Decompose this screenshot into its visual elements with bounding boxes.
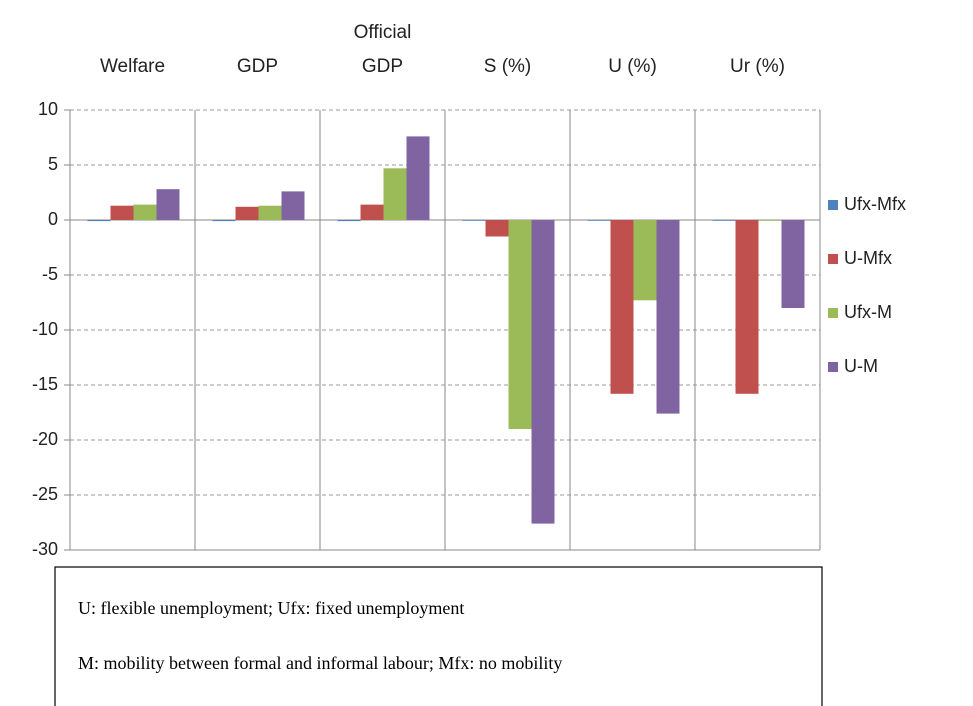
category-label: S (%) xyxy=(483,56,532,77)
bar xyxy=(110,205,134,220)
category-label: Ur (%) xyxy=(730,56,785,77)
category-label: GDP xyxy=(236,56,279,77)
category-label: Official GDP xyxy=(353,22,412,77)
bar xyxy=(258,205,282,220)
bar xyxy=(485,220,509,237)
y-tick-label: 10 xyxy=(38,99,58,119)
bar xyxy=(156,189,180,220)
bar xyxy=(735,220,759,394)
y-tick-label: -30 xyxy=(32,539,58,559)
bar xyxy=(133,204,157,220)
legend-swatch xyxy=(828,308,838,318)
bar xyxy=(508,220,532,429)
bar xyxy=(712,220,736,221)
bar xyxy=(587,220,611,221)
y-tick-label: 0 xyxy=(48,209,58,229)
category-label: Welfare xyxy=(99,56,166,77)
bar xyxy=(212,220,236,222)
y-tick-label: -15 xyxy=(32,374,58,394)
bar xyxy=(281,191,305,220)
category-label: U (%) xyxy=(608,56,657,77)
y-tick-label: 5 xyxy=(48,154,58,174)
note-line: M: mobility between formal and informal … xyxy=(78,653,562,673)
bar xyxy=(758,220,782,221)
y-tick-label: -5 xyxy=(42,264,58,284)
bar xyxy=(462,220,486,221)
note-line: U: flexible unemployment; Ufx: fixed une… xyxy=(78,598,464,618)
legend-label: Ufx-Mfx xyxy=(844,194,906,214)
legend-swatch xyxy=(828,362,838,372)
y-tick-label: -10 xyxy=(32,319,58,339)
y-tick-label: -25 xyxy=(32,484,58,504)
legend-swatch xyxy=(828,254,838,264)
legend-label: Ufx-M xyxy=(844,302,892,322)
bar xyxy=(87,220,111,222)
bar xyxy=(531,220,555,524)
bar xyxy=(633,220,657,301)
legend-label: U-Mfx xyxy=(844,248,892,268)
legend-swatch xyxy=(828,200,838,210)
note-box xyxy=(54,566,823,706)
bar xyxy=(406,136,430,220)
y-tick-label: -20 xyxy=(32,429,58,449)
bar xyxy=(383,168,407,220)
bar xyxy=(337,220,361,222)
bar xyxy=(610,220,634,394)
bar xyxy=(360,204,384,220)
bar xyxy=(781,220,805,308)
legend-label: U-M xyxy=(844,356,878,376)
bar xyxy=(235,206,259,220)
bar xyxy=(656,220,680,414)
